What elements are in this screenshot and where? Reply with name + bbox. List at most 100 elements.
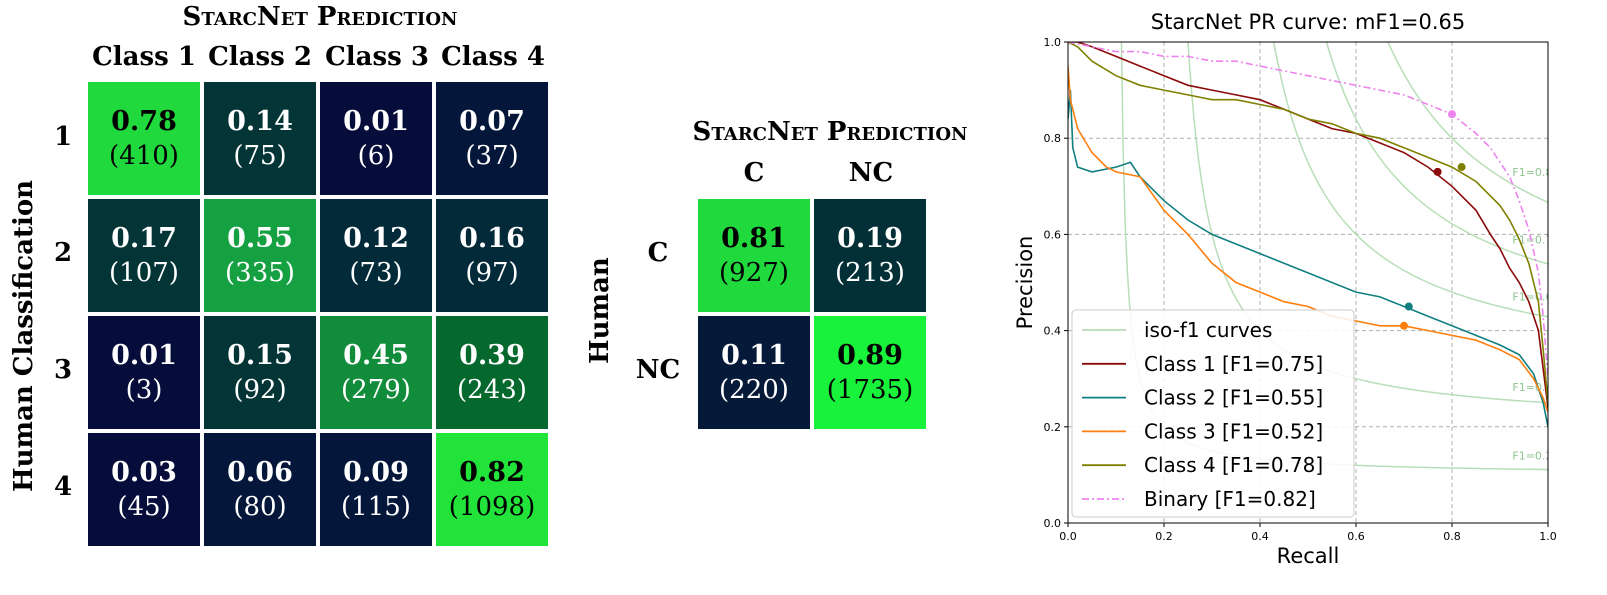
cm-cell: 0.19 (213)	[814, 199, 926, 312]
series-marker-4	[1457, 163, 1466, 172]
cm-cell-count: (45)	[117, 491, 171, 522]
series-marker-1	[1433, 167, 1442, 176]
pr-xtick-label: 0.0	[1059, 530, 1077, 543]
cm-cell-value: 0.82	[459, 456, 525, 488]
cm-cell-value: 0.81	[721, 222, 787, 254]
cm-cell: 0.01 (3)	[88, 316, 200, 429]
cm-cell-value: 0.78	[111, 105, 177, 137]
cm-cell-count: (73)	[349, 257, 403, 288]
cm-cell-count: (97)	[465, 257, 519, 288]
cm4-row-label: 3	[53, 355, 73, 385]
cm4-col-label: Class 1	[92, 42, 196, 72]
cm-cell-count: (107)	[109, 257, 179, 288]
pr-legend-label: Class 2 [F1=0.55]	[1144, 386, 1323, 410]
pr-curve-svg: F1=0.2F1=0.4F1=0.6F1=0.7F1=0.80.00.00.20…	[1013, 10, 1557, 568]
cm-cell: 0.11 (220)	[698, 316, 810, 429]
cm-cell-value: 0.07	[459, 105, 525, 137]
cm2-y-title: Human	[585, 257, 615, 364]
cm-cell-value: 0.45	[343, 339, 409, 371]
cm-cell-count: (115)	[341, 491, 411, 522]
iso-f1-label: F1=0.8	[1512, 166, 1552, 179]
cm-cell: 0.16 (97)	[436, 199, 548, 312]
cm-cell-count: (3)	[125, 374, 163, 405]
cm-cell: 0.06 (80)	[204, 433, 316, 546]
cm-cell: 0.03 (45)	[88, 433, 200, 546]
cm-cell: 0.55 (335)	[204, 199, 316, 312]
cm-cell-value: 0.01	[111, 339, 177, 371]
pr-xtick-label: 0.4	[1251, 530, 1269, 543]
pr-xlabel: Recall	[1277, 544, 1340, 568]
cm4-row-label: 1	[53, 122, 73, 152]
cm-cell: 0.78 (410)	[88, 82, 200, 195]
series-line-2	[1068, 90, 1548, 427]
cm-cell-count: (37)	[465, 140, 519, 171]
pr-legend-label: Class 3 [F1=0.52]	[1144, 419, 1323, 443]
iso-f1-curve	[1325, 42, 1548, 265]
pr-curve-chart: F1=0.2 F1=0.4 F1=0.6 F1=0.7 F1=0.8 0.0 0.0 0.2 0…	[1000, 0, 1600, 590]
series-line-5	[1068, 42, 1548, 379]
cm-cell-count: (80)	[233, 491, 287, 522]
cm-cell: 0.01 (6)	[320, 82, 432, 195]
cm-cell: 0.45 (279)	[320, 316, 432, 429]
pr-ytick-label: 0.4	[1044, 325, 1062, 338]
cm-cell-count: (6)	[357, 140, 395, 171]
iso-f1-label: F1=0.2	[1512, 449, 1552, 462]
cm-cell-count: (1735)	[826, 374, 914, 405]
pr-ytick-label: 1.0	[1044, 36, 1062, 49]
pr-xtick-label: 1.0	[1539, 530, 1557, 543]
cm-cell-value: 0.09	[343, 456, 409, 488]
pr-ytick-label: 0.6	[1044, 228, 1062, 241]
cm-cell-count: (92)	[233, 374, 287, 405]
series-marker-5	[1448, 110, 1456, 119]
pr-ytick-label: 0.8	[1044, 132, 1062, 145]
pr-legend-label: iso-f1 curves	[1144, 318, 1272, 342]
series-group	[1068, 42, 1548, 427]
cm4-col-label: Class 4	[441, 42, 545, 72]
cm2-col-label: C	[743, 158, 765, 188]
cm-cell-value: 0.89	[837, 339, 903, 371]
cm-cell-value: 0.03	[111, 456, 177, 488]
iso-f1-curve	[1387, 42, 1548, 204]
pr-title: StarcNet PR curve: mF1=0.65	[1151, 10, 1465, 34]
cm-cell-value: 0.15	[227, 339, 293, 371]
cm2-col-label: NC	[848, 158, 894, 188]
pr-legend-label: Class 4 [F1=0.78]	[1144, 453, 1323, 477]
cm-cell: 0.09 (115)	[320, 433, 432, 546]
series-line-3	[1068, 66, 1548, 413]
cm4-y-title: Human Classification	[9, 179, 39, 492]
cm4-col-label: Class 2	[208, 42, 312, 72]
cm-cell-value: 0.19	[837, 222, 903, 254]
cm-cell: 0.07 (37)	[436, 82, 548, 195]
cm-cell: 0.12 (73)	[320, 199, 432, 312]
cm4-col-label: Class 3	[325, 42, 429, 72]
cm2-row-label: NC	[635, 355, 681, 385]
cm-cell-value: 0.11	[721, 339, 787, 371]
cm-cell-value: 0.39	[459, 339, 525, 371]
cm-cell: 0.89 (1735)	[814, 316, 926, 429]
cm4-title: StarcNet Prediction	[182, 2, 458, 32]
pr-legend-label: Binary [F1=0.82]	[1144, 487, 1316, 511]
cm2-row-label: C	[647, 238, 669, 268]
cm-cell-count: (279)	[341, 374, 411, 405]
series-line-4	[1068, 42, 1548, 403]
pr-legend-label: Class 1 [F1=0.75]	[1144, 352, 1323, 376]
cm-cell: 0.15 (92)	[204, 316, 316, 429]
cm-cell-count: (927)	[719, 257, 789, 288]
cm2-title: StarcNet Prediction	[692, 117, 968, 147]
cm-cell-value: 0.17	[111, 222, 177, 254]
cm-cell-value: 0.06	[227, 456, 293, 488]
cm-cell-count: (220)	[719, 374, 789, 405]
cm-cell-count: (335)	[225, 257, 295, 288]
cm4-row-label: 2	[53, 238, 73, 268]
pr-xtick-label: 0.6	[1347, 530, 1365, 543]
pr-axes-frame	[1067, 41, 1549, 524]
pr-ytick-label: 0.0	[1044, 517, 1062, 530]
cm-cell-count: (410)	[109, 140, 179, 171]
series-marker-3	[1400, 321, 1408, 330]
pr-xtick-label: 0.8	[1443, 530, 1461, 543]
iso-f1-curve	[1272, 42, 1548, 318]
pr-legend-box	[1071, 309, 1355, 518]
pr-xtick-label: 0.2	[1155, 530, 1173, 543]
series-marker-2	[1404, 302, 1413, 311]
cm-cell: 0.39 (243)	[436, 316, 548, 429]
